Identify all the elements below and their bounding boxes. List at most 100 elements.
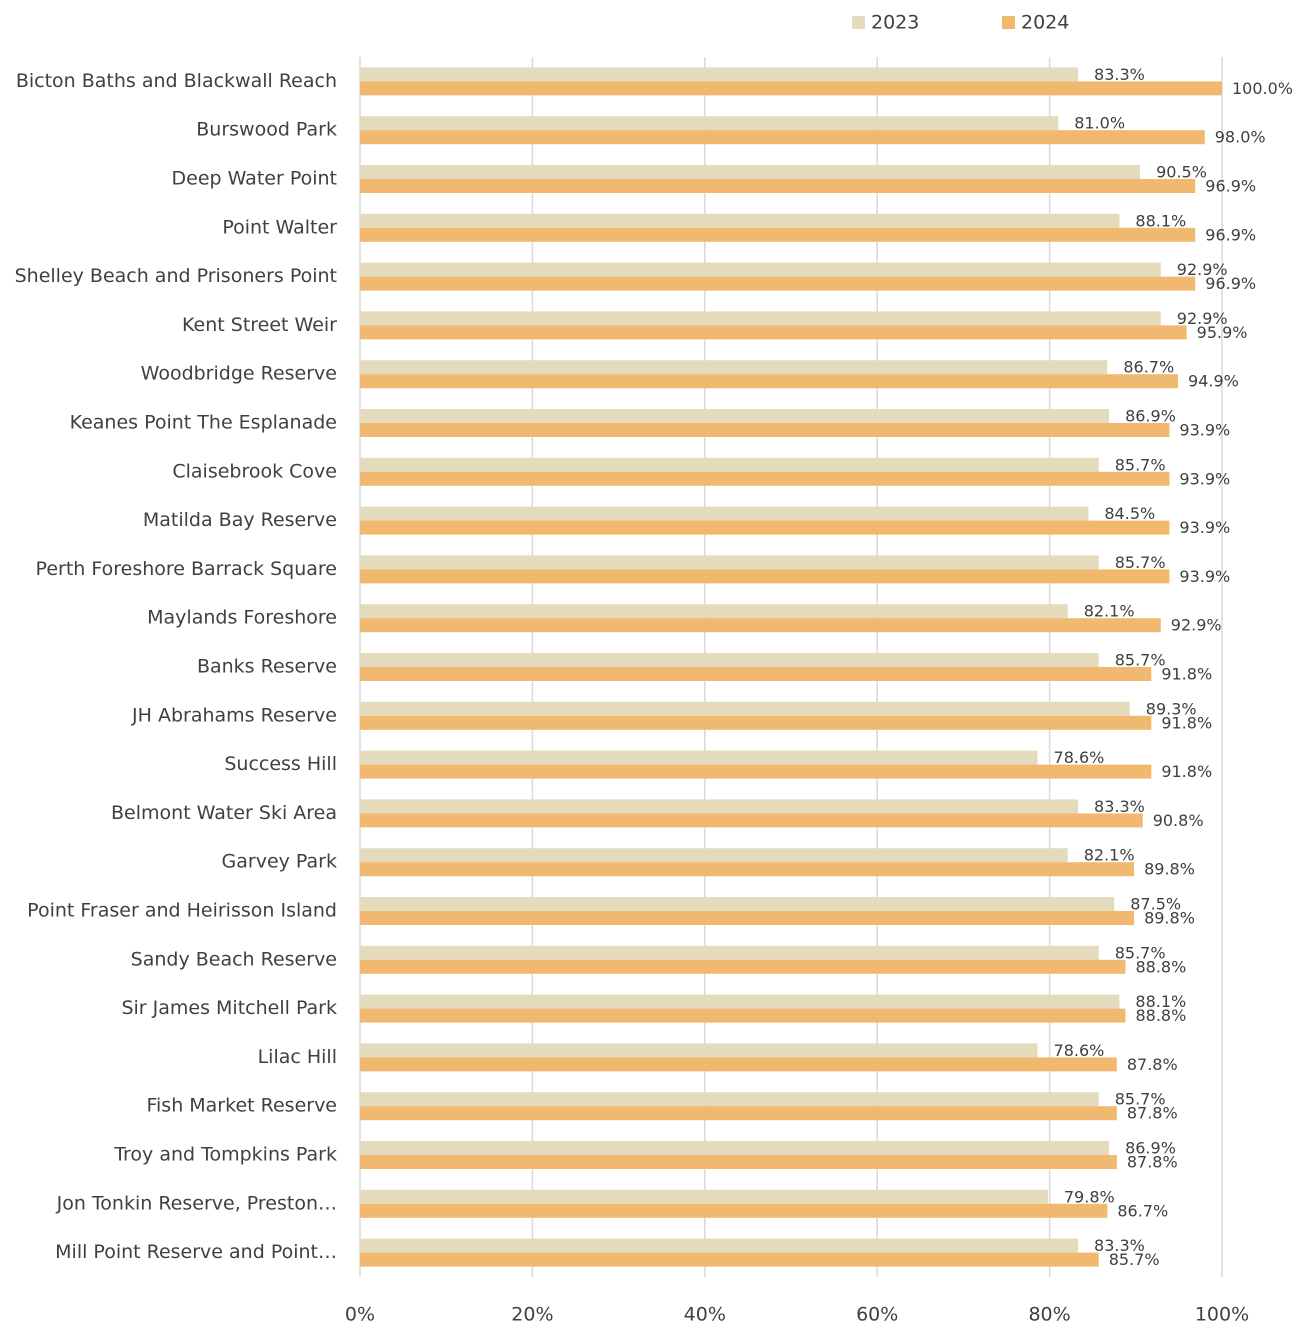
bar — [360, 959, 1126, 974]
value-label: 78.6% — [1054, 1041, 1105, 1060]
y-tick-label: Success Hill — [224, 753, 337, 775]
value-label: 86.7% — [1117, 1201, 1168, 1220]
y-tick-label: Jon Tonkin Reserve, Preston… — [56, 1192, 337, 1214]
bar — [360, 1189, 1048, 1204]
bar — [360, 311, 1161, 326]
value-label: 90.5% — [1156, 163, 1207, 182]
bar — [360, 764, 1152, 779]
value-label: 87.8% — [1127, 1153, 1178, 1172]
y-tick-label: Claisebrook Cove — [172, 460, 337, 482]
bar — [360, 457, 1099, 472]
bar — [360, 1008, 1126, 1023]
y-tick-label: Bicton Baths and Blackwall Reach — [16, 70, 337, 92]
bar — [360, 1203, 1108, 1218]
value-label: 91.8% — [1161, 665, 1212, 684]
value-label: 86.9% — [1125, 1139, 1176, 1158]
bar — [360, 994, 1120, 1009]
bar — [360, 945, 1099, 960]
x-tick-label: 20% — [511, 1304, 553, 1326]
legend-swatch — [852, 16, 865, 29]
x-tick-label: 100% — [1195, 1304, 1249, 1326]
value-label: 92.9% — [1177, 309, 1228, 328]
value-label: 89.3% — [1146, 699, 1197, 718]
y-tick-label: Mill Point Reserve and Point… — [55, 1241, 337, 1263]
bar — [360, 618, 1161, 633]
value-label: 82.1% — [1084, 846, 1135, 865]
value-label: 88.8% — [1135, 1006, 1186, 1025]
bar — [360, 409, 1110, 423]
value-label: 83.3% — [1094, 1236, 1145, 1255]
y-tick-label: Garvey Park — [222, 851, 337, 873]
value-label: 88.1% — [1135, 992, 1186, 1011]
y-tick-label: Troy and Tompkins Park — [113, 1144, 337, 1166]
bar — [360, 506, 1089, 521]
bar — [360, 701, 1130, 716]
value-label: 83.3% — [1094, 797, 1145, 816]
bar — [360, 862, 1135, 877]
value-label: 87.5% — [1130, 895, 1181, 914]
bar — [360, 667, 1152, 681]
value-label: 89.8% — [1144, 909, 1195, 928]
value-label: 89.8% — [1144, 860, 1195, 879]
legend-label: 2023 — [871, 12, 919, 34]
value-label: 91.8% — [1161, 713, 1212, 732]
value-label: 92.9% — [1171, 616, 1222, 635]
x-tick-label: 40% — [684, 1304, 726, 1326]
y-tick-label: Shelley Beach and Prisoners Point — [15, 265, 337, 287]
y-tick-label: Point Fraser and Heirisson Island — [27, 900, 337, 922]
value-label: 81.0% — [1074, 114, 1125, 133]
value-label: 79.8% — [1064, 1187, 1115, 1206]
value-label: 93.9% — [1179, 567, 1230, 586]
value-label: 86.7% — [1123, 358, 1174, 377]
bar — [360, 1141, 1110, 1155]
value-label: 98.0% — [1215, 128, 1266, 147]
y-tick-label: Sir James Mitchell Park — [121, 997, 337, 1019]
bar — [360, 423, 1170, 437]
value-label: 78.6% — [1054, 748, 1105, 767]
bar — [360, 165, 1141, 179]
bar — [360, 116, 1059, 131]
bar — [360, 897, 1115, 911]
y-tick-label: Maylands Foreshore — [147, 607, 337, 629]
value-label: 85.7% — [1115, 1090, 1166, 1109]
value-label: 87.8% — [1127, 1104, 1178, 1123]
bar — [360, 604, 1068, 619]
value-label: 96.9% — [1205, 274, 1256, 293]
bar — [360, 360, 1108, 375]
y-tick-label: JH Abrahams Reserve — [131, 704, 337, 726]
value-label: 85.7% — [1115, 553, 1166, 572]
bar — [360, 1155, 1117, 1169]
value-label: 92.9% — [1177, 260, 1228, 279]
y-tick-label: Woodbridge Reserve — [141, 363, 337, 385]
bar — [360, 1106, 1117, 1121]
value-label: 85.7% — [1115, 943, 1166, 962]
x-tick-label: 60% — [856, 1304, 898, 1326]
x-tick-label: 80% — [1028, 1304, 1070, 1326]
y-tick-label: Fish Market Reserve — [146, 1095, 337, 1117]
x-tick-label: 0% — [345, 1304, 375, 1326]
bar — [360, 1092, 1099, 1107]
y-tick-label: Burswood Park — [196, 119, 337, 141]
y-tick-label: Kent Street Weir — [182, 314, 337, 336]
value-label: 86.9% — [1125, 407, 1176, 426]
bar — [360, 1252, 1099, 1267]
value-label: 96.9% — [1205, 177, 1256, 196]
bar — [360, 130, 1205, 145]
value-label: 93.9% — [1179, 469, 1230, 488]
bar — [360, 569, 1170, 584]
value-label: 88.1% — [1135, 211, 1186, 230]
value-label: 85.7% — [1115, 651, 1166, 670]
value-label: 88.8% — [1135, 957, 1186, 976]
legend-label: 2024 — [1021, 12, 1069, 34]
value-label: 96.9% — [1205, 225, 1256, 244]
value-label: 84.5% — [1104, 504, 1155, 523]
y-tick-label: Matilda Bay Reserve — [143, 509, 337, 531]
bar — [360, 1043, 1038, 1058]
value-label: 95.9% — [1197, 323, 1248, 342]
y-tick-label: Keanes Point The Esplanade — [70, 412, 337, 434]
bar — [360, 213, 1120, 228]
bar — [360, 262, 1161, 277]
y-tick-label: Belmont Water Ski Area — [111, 802, 337, 824]
bar — [360, 555, 1099, 570]
